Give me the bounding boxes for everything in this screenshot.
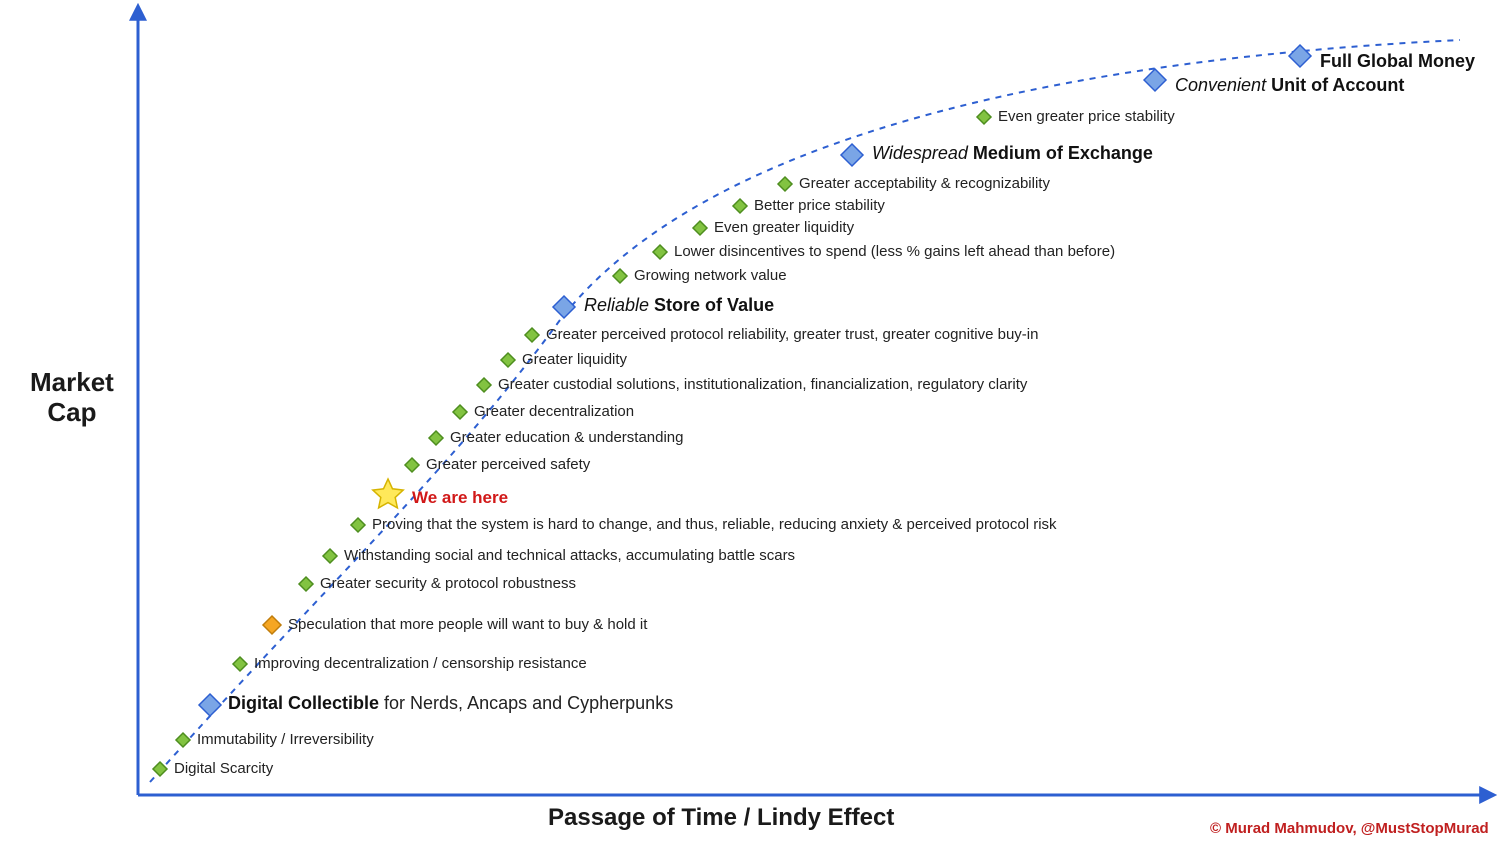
marker-p19 [693, 221, 707, 235]
point-label-p19: Even greater liquidity [714, 219, 854, 237]
point-label-p21: Greater acceptability & recognizability [799, 175, 1050, 193]
chart-stage: MarketCap Passage of Time / Lindy Effect… [0, 0, 1500, 846]
point-label-p07: Withstanding social and technical attack… [344, 547, 795, 565]
point-label-p04: Improving decentralization / censorship … [254, 655, 587, 673]
point-label-p13: Greater custodial solutions, institution… [498, 376, 1027, 394]
marker-p16 [553, 296, 575, 318]
point-label-p10: Greater perceived safety [426, 456, 590, 474]
point-label-p23: Even greater price stability [998, 108, 1175, 126]
point-label-p25: Full Global Money [1320, 52, 1475, 72]
point-label-p05: Speculation that more people will want t… [288, 616, 647, 634]
marker-p21 [778, 177, 792, 191]
marker-p03 [199, 694, 221, 716]
point-label-p24: Convenient Unit of Account [1175, 76, 1404, 96]
marker-p23 [977, 110, 991, 124]
point-label-p06: Greater security & protocol robustness [320, 575, 576, 593]
marker-p08 [351, 518, 365, 532]
point-label-p08: Proving that the system is hard to chang… [372, 516, 1057, 534]
point-label-p09: We are here [412, 489, 508, 508]
y-axis-label: MarketCap [30, 368, 114, 428]
marker-p12 [453, 405, 467, 419]
marker-p20 [733, 199, 747, 213]
marker-p22 [841, 144, 863, 166]
marker-p24 [1144, 69, 1166, 91]
marker-p06 [299, 577, 313, 591]
marker-p25 [1289, 45, 1311, 67]
point-label-p12: Greater decentralization [474, 403, 634, 421]
marker-p10 [405, 458, 419, 472]
credit-text: © Murad Mahmudov, @MustStopMurad [1210, 820, 1489, 837]
point-label-p11: Greater education & understanding [450, 429, 684, 447]
marker-p14 [501, 353, 515, 367]
marker-p04 [233, 657, 247, 671]
point-label-p16: Reliable Store of Value [584, 296, 774, 316]
point-label-p01: Digital Scarcity [174, 760, 273, 778]
point-label-p15: Greater perceived protocol reliability, … [546, 326, 1038, 344]
point-label-p18: Lower disincentives to spend (less % gai… [674, 243, 1115, 261]
point-label-p17: Growing network value [634, 267, 787, 285]
marker-p15 [525, 328, 539, 342]
point-label-p14: Greater liquidity [522, 351, 627, 369]
chart-svg [0, 0, 1500, 846]
marker-p11 [429, 431, 443, 445]
point-label-p22: Widespread Medium of Exchange [872, 144, 1153, 164]
marker-p13 [477, 378, 491, 392]
x-axis-label: Passage of Time / Lindy Effect [548, 804, 894, 832]
marker-p05 [263, 616, 281, 634]
marker-p02 [176, 733, 190, 747]
point-label-p02: Immutability / Irreversibility [197, 731, 374, 749]
marker-p17 [613, 269, 627, 283]
marker-p09 [373, 479, 403, 508]
point-label-p20: Better price stability [754, 197, 885, 215]
marker-p07 [323, 549, 337, 563]
point-label-p03: Digital Collectible for Nerds, Ancaps an… [228, 694, 673, 714]
marker-p01 [153, 762, 167, 776]
marker-p18 [653, 245, 667, 259]
